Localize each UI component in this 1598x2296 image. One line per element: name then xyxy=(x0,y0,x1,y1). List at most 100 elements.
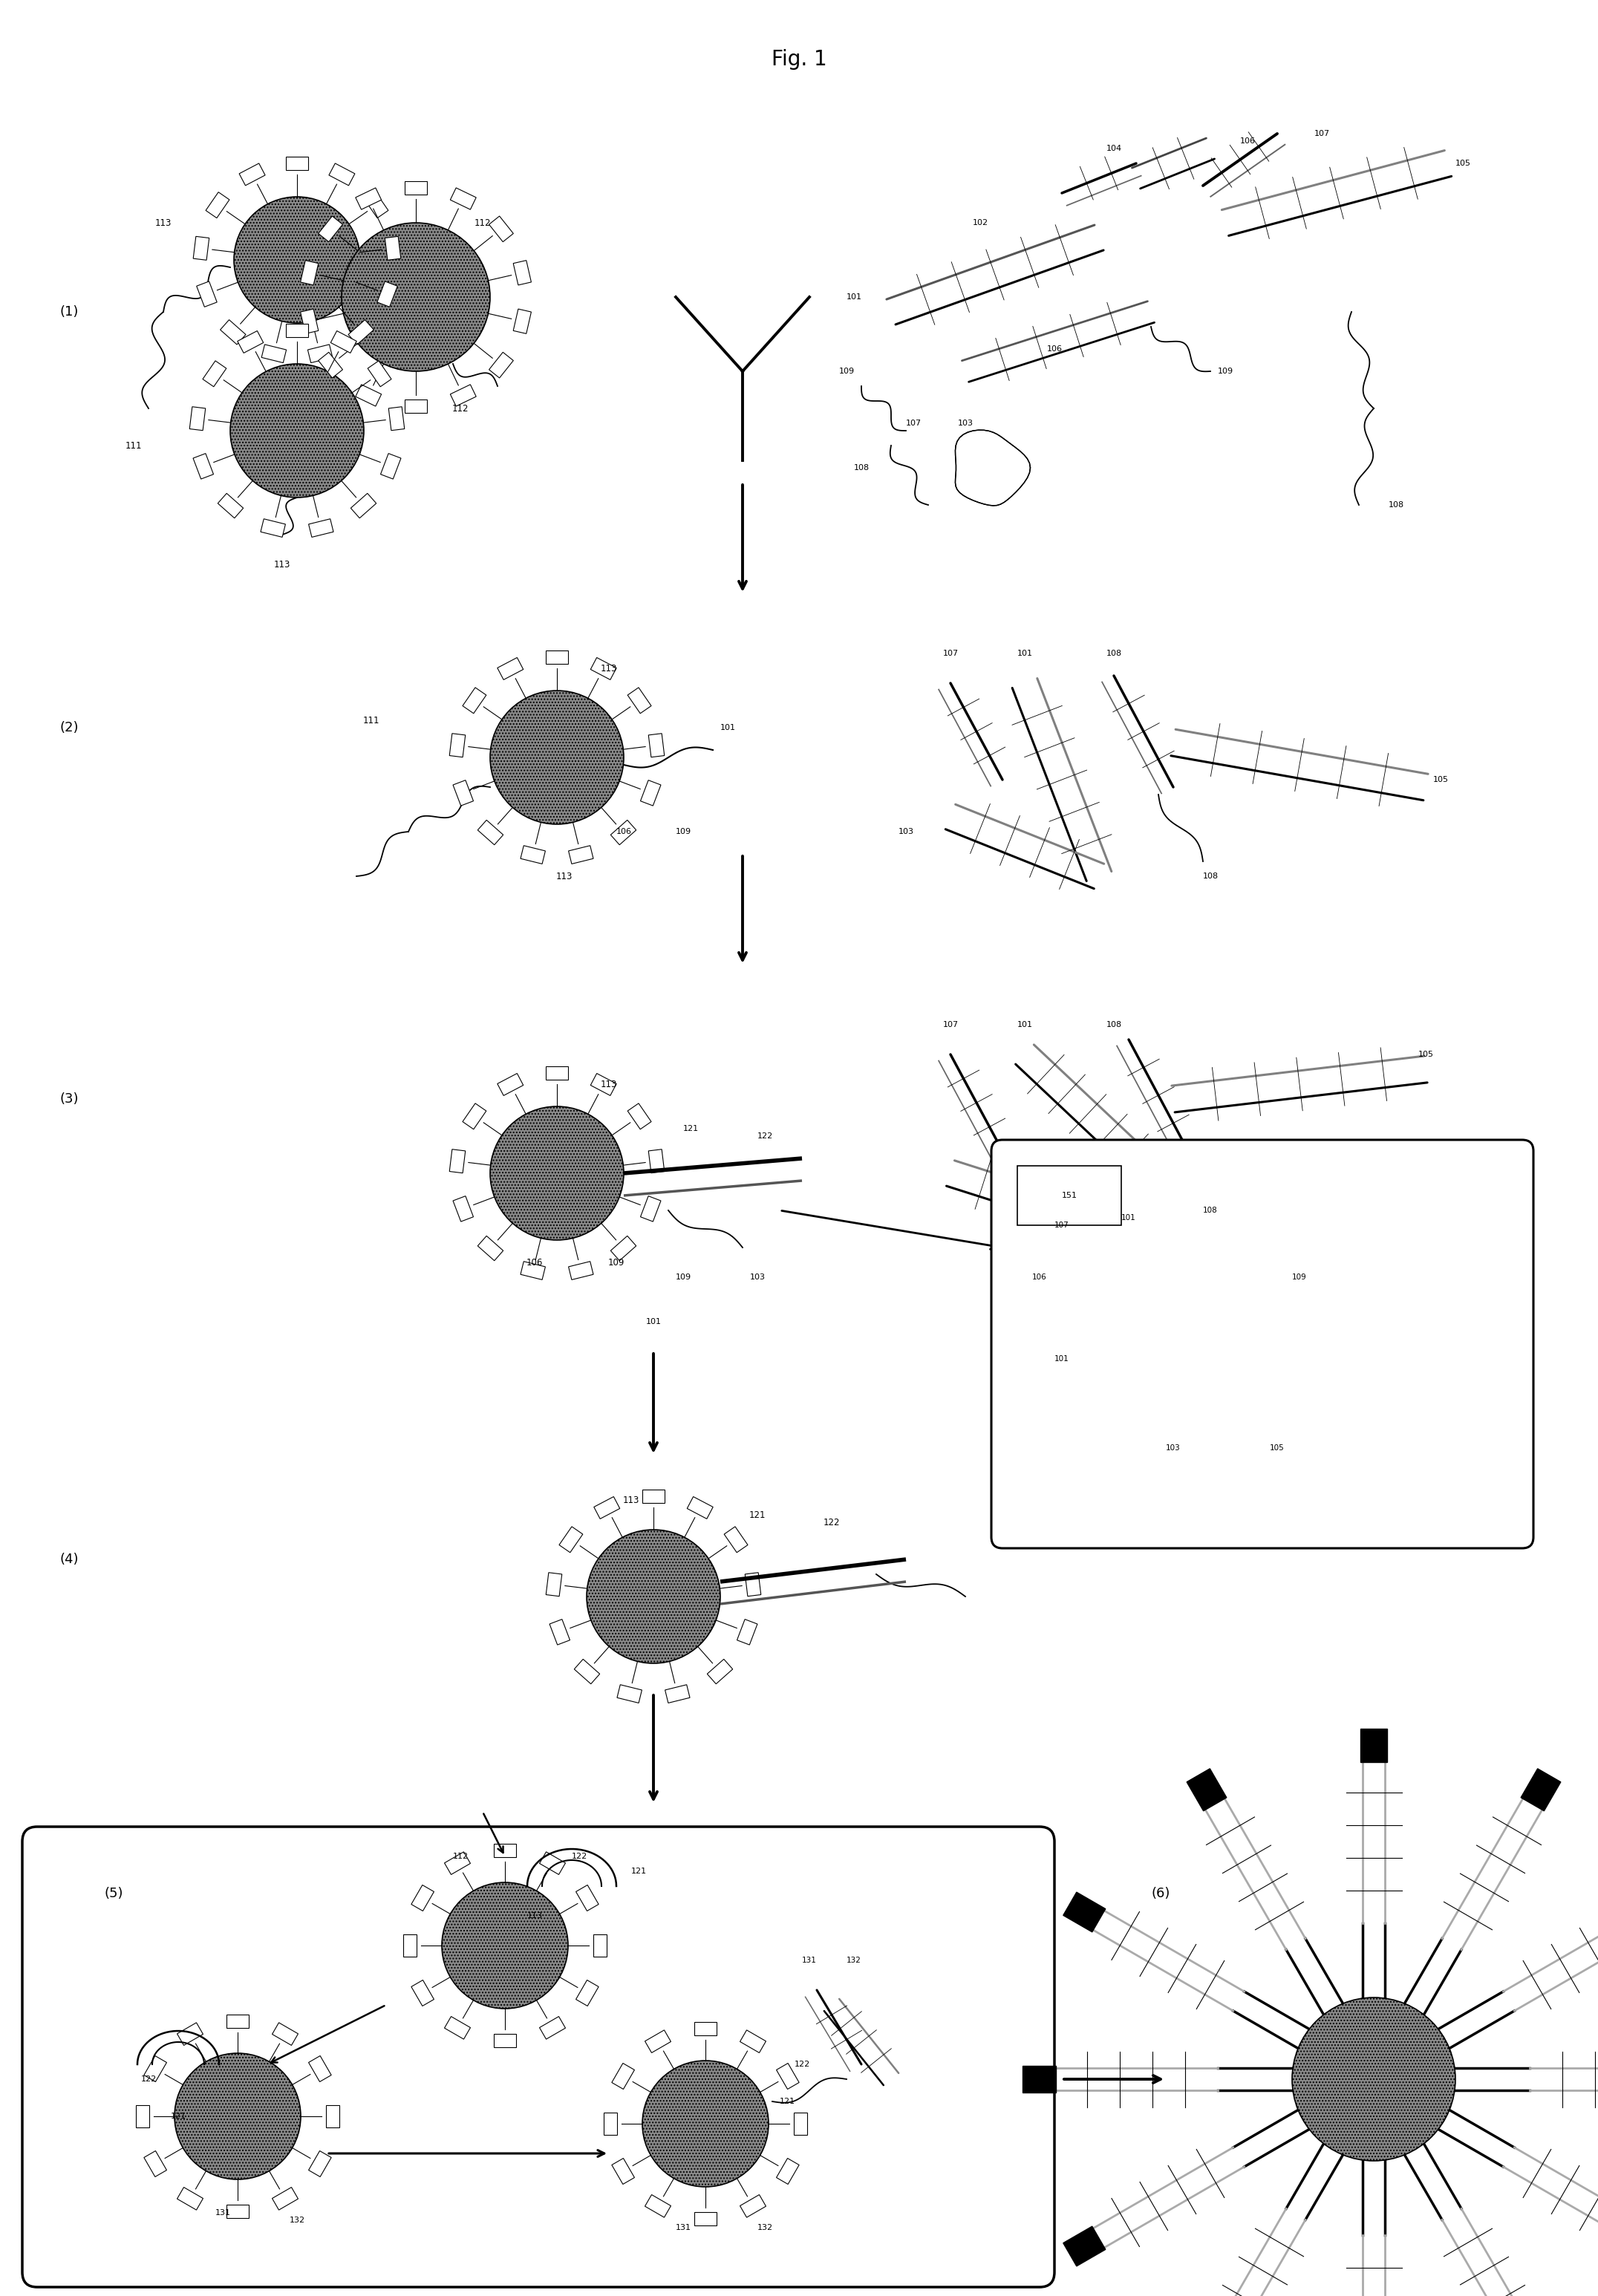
Bar xyxy=(687,1497,713,1520)
Circle shape xyxy=(342,223,491,372)
Circle shape xyxy=(586,1529,721,1662)
Bar xyxy=(665,1685,690,1704)
Text: 101: 101 xyxy=(1016,1022,1032,1029)
Text: 105: 105 xyxy=(1456,161,1470,168)
Text: 103: 103 xyxy=(898,829,914,836)
Bar xyxy=(286,324,308,338)
Text: 101: 101 xyxy=(1122,1215,1136,1221)
Bar xyxy=(593,1933,607,1956)
Bar xyxy=(740,2030,765,2053)
Bar xyxy=(777,2064,799,2089)
Text: 122: 122 xyxy=(572,1853,586,1860)
Bar xyxy=(740,2195,765,2218)
Bar xyxy=(641,781,662,806)
Text: 106: 106 xyxy=(1032,1274,1047,1281)
Bar xyxy=(575,1885,599,1910)
Bar xyxy=(329,163,355,186)
Bar xyxy=(724,1527,748,1552)
Text: 112: 112 xyxy=(475,218,491,227)
Bar xyxy=(300,310,318,333)
Bar xyxy=(177,2188,203,2211)
Bar xyxy=(478,1235,503,1261)
Bar xyxy=(1063,1892,1106,1931)
Bar xyxy=(694,2211,716,2225)
Bar xyxy=(318,351,342,379)
Bar xyxy=(190,406,206,429)
Text: 103: 103 xyxy=(749,1274,765,1281)
Text: 105: 105 xyxy=(1417,1052,1433,1058)
Bar xyxy=(451,188,476,209)
Bar xyxy=(521,845,545,863)
Bar xyxy=(1023,2066,1056,2092)
Text: 132: 132 xyxy=(847,1956,861,1963)
Bar xyxy=(144,2151,166,2177)
Bar xyxy=(547,650,567,664)
Bar xyxy=(1360,1729,1387,1761)
Bar xyxy=(411,1885,435,1910)
Bar xyxy=(513,259,531,285)
Bar xyxy=(737,1619,757,1644)
Bar xyxy=(272,2188,299,2211)
Text: 103: 103 xyxy=(1167,1444,1181,1451)
Text: (3): (3) xyxy=(59,1093,78,1107)
Bar xyxy=(708,1660,733,1683)
Text: 111: 111 xyxy=(125,441,142,450)
Bar xyxy=(193,236,209,259)
Bar xyxy=(649,732,665,758)
Text: (4): (4) xyxy=(59,1552,78,1566)
Text: 121: 121 xyxy=(780,2099,794,2105)
Bar xyxy=(628,1104,652,1130)
Text: 121: 121 xyxy=(682,1125,698,1132)
Text: 109: 109 xyxy=(676,1274,690,1281)
Bar xyxy=(240,163,265,186)
Bar xyxy=(547,1065,567,1079)
Text: 107: 107 xyxy=(943,1022,959,1029)
Bar xyxy=(272,2023,299,2046)
Bar xyxy=(547,1573,562,1596)
Bar xyxy=(594,1497,620,1520)
Text: 113: 113 xyxy=(601,1079,617,1088)
Bar xyxy=(612,2158,634,2183)
Bar xyxy=(494,1844,516,1857)
Text: 105: 105 xyxy=(1433,776,1448,783)
Bar xyxy=(497,1075,523,1095)
Text: 108: 108 xyxy=(1203,872,1218,879)
Text: (6): (6) xyxy=(1151,1887,1170,1901)
Text: 107: 107 xyxy=(906,420,920,427)
Bar xyxy=(452,1196,473,1221)
Bar xyxy=(1063,2227,1106,2266)
Text: 113: 113 xyxy=(601,664,617,673)
Bar xyxy=(404,400,427,413)
Circle shape xyxy=(642,2060,769,2186)
Bar xyxy=(610,820,636,845)
Bar xyxy=(610,1235,636,1261)
Circle shape xyxy=(230,363,364,498)
Circle shape xyxy=(491,1107,623,1240)
Text: 122: 122 xyxy=(794,2060,810,2069)
Bar xyxy=(550,1619,570,1644)
Bar xyxy=(300,259,318,285)
Bar xyxy=(452,781,473,806)
Bar xyxy=(1521,1768,1561,1812)
Text: 109: 109 xyxy=(1218,367,1234,374)
Text: 108: 108 xyxy=(1106,650,1122,657)
Bar xyxy=(745,1573,761,1596)
Text: 121: 121 xyxy=(749,1511,765,1520)
Circle shape xyxy=(174,2053,300,2179)
Circle shape xyxy=(441,1883,567,2009)
Text: 101: 101 xyxy=(847,294,861,301)
Bar xyxy=(308,519,334,537)
Bar xyxy=(331,331,356,354)
Bar xyxy=(355,188,382,209)
Bar xyxy=(385,236,401,259)
Polygon shape xyxy=(956,429,1031,505)
Circle shape xyxy=(1293,1998,1456,2161)
Bar xyxy=(227,2204,249,2218)
Bar xyxy=(193,452,214,480)
Text: 108: 108 xyxy=(1106,1022,1122,1029)
Bar xyxy=(646,2195,671,2218)
Text: 108: 108 xyxy=(1389,501,1405,510)
Text: 101: 101 xyxy=(1016,650,1032,657)
Bar xyxy=(203,360,227,386)
Text: 132: 132 xyxy=(289,2216,305,2225)
